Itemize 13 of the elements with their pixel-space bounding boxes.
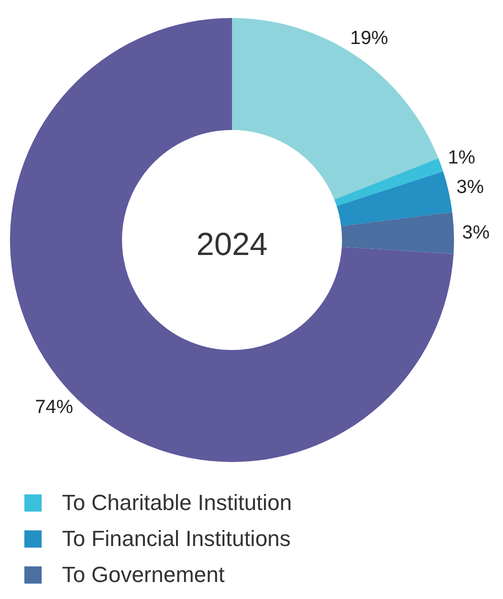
data-label: 74% xyxy=(35,397,74,418)
data-label: 3% xyxy=(462,222,490,244)
donut-slice xyxy=(334,158,444,206)
legend-label: To Charitable Institution xyxy=(62,490,292,515)
legend-label: To Financial Institutions xyxy=(62,526,291,551)
text: 2024 xyxy=(196,226,268,262)
donut-slice xyxy=(341,212,454,254)
data-label: 3% xyxy=(456,176,484,198)
donut-slice xyxy=(336,171,452,226)
donut-slice xyxy=(232,18,438,200)
data-label: 1% xyxy=(448,147,476,168)
data-label: 19% xyxy=(350,28,388,50)
legend-label: To Governement xyxy=(62,562,225,587)
